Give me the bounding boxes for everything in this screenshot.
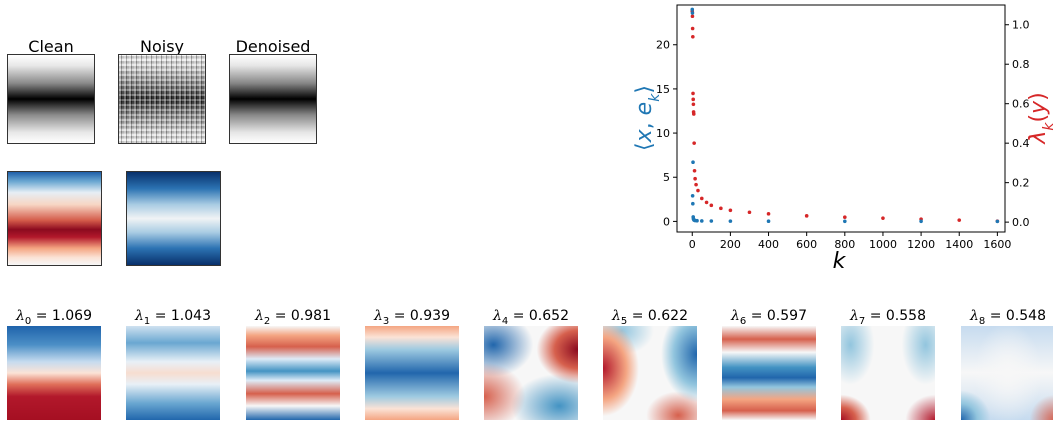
- y-right-tick-label: 0.6: [1012, 98, 1030, 111]
- x-tick-label: 0: [689, 238, 696, 251]
- eigenvalue-point: [694, 182, 698, 187]
- y-left-tick-label: 5: [663, 171, 670, 184]
- eigenvector-image-7: [841, 326, 935, 420]
- eigenvector-image-6: [722, 326, 816, 420]
- eigenvalue-point: [843, 215, 847, 219]
- y-left-axis-label: ⟨x, ek⟩: [632, 85, 663, 151]
- eigenvector-image-8: [961, 326, 1053, 420]
- eigenvalue-point: [691, 112, 696, 116]
- x-tick-label: 1000: [869, 238, 897, 251]
- coefficient-series: [690, 7, 1000, 224]
- y-left-tick-label: 10: [656, 127, 670, 140]
- eigenvalue-point: [719, 206, 723, 211]
- coefficient-point: [690, 193, 695, 198]
- y-left-tick-label: 15: [656, 83, 670, 96]
- y-left-tick-label: 20: [656, 39, 670, 52]
- x-tick-label: 1400: [945, 238, 973, 251]
- coefficient-point: [690, 7, 695, 12]
- eigenvalue-point: [693, 176, 697, 181]
- eigenvector-image-1: [126, 326, 220, 420]
- eigenvalue-point: [699, 196, 704, 201]
- clean-image-title: Clean: [28, 37, 74, 56]
- coefficient-point: [766, 219, 771, 224]
- eigenvalue-point: [692, 169, 697, 173]
- eigenvalue-label-2: λ2 = 0.981: [255, 308, 331, 327]
- y-right-ticks: 0.0 0.2 0.4 0.6 0.8 1.0: [1005, 19, 1030, 229]
- x-tick-label: 600: [796, 238, 817, 251]
- y-right-tick-label: 0.8: [1012, 58, 1030, 71]
- chart-axes: [676, 4, 1006, 233]
- eigenvalue-point: [728, 208, 733, 213]
- eigenvalue-point: [804, 214, 809, 218]
- coefficient-point: [699, 219, 704, 223]
- eigenvalue-series: [690, 9, 1000, 223]
- eigenvalue-point: [957, 218, 962, 222]
- y-right-tick-label: 1.0: [1012, 19, 1030, 32]
- eigenvalue-label-1: λ1 = 1.043: [135, 308, 211, 327]
- y-right-axis-label: λk(y): [1026, 92, 1053, 144]
- denoised-colormap-image: [126, 171, 221, 266]
- coefficient-point: [709, 219, 714, 223]
- eigenvalue-point: [704, 200, 709, 205]
- plot-frame: [676, 4, 1006, 233]
- eigenvalue-label-6: λ6 = 0.597: [731, 308, 807, 327]
- eigenvalue-point: [881, 216, 885, 220]
- eigenvalue-point: [692, 141, 696, 145]
- eigenvalue-point: [691, 102, 696, 107]
- eigenvector-image-2: [246, 326, 340, 420]
- eigenvector-image-0: [7, 326, 101, 420]
- x-tick-label: 1600: [983, 238, 1011, 251]
- y-right-tick-label: 0.2: [1012, 177, 1030, 190]
- eigenvector-image-4: [484, 326, 578, 420]
- y-left-tick-label: 0: [663, 215, 670, 228]
- y-right-tick-label: 0.0: [1012, 216, 1030, 229]
- eigenvalue-point: [690, 26, 695, 31]
- eigenvalue-point: [766, 212, 771, 216]
- chart: 0 200 400 600 800 1000 1200 1400 1600 0 5 10 15 20 0…: [632, 4, 1053, 274]
- eigenvector-image-5: [603, 326, 697, 420]
- coefficient-point: [691, 160, 695, 165]
- eigenvalue-label-7: λ7 = 0.558: [850, 308, 926, 327]
- eigenvector-image-3: [365, 326, 459, 420]
- eigenvalue-label-0: λ0 = 1.069: [16, 308, 92, 327]
- clean-colormap-image: [7, 171, 102, 266]
- eigenvalue-point: [691, 91, 695, 96]
- coefficient-point: [695, 218, 699, 223]
- eigenvalue-point: [696, 188, 700, 193]
- denoised-image: [229, 54, 317, 144]
- x-tick-label: 400: [758, 238, 779, 251]
- x-ticks: 0 200 400 600 800 1000 1200 1400 1600: [689, 232, 1011, 251]
- x-tick-label: 800: [834, 238, 855, 251]
- x-tick-label: 200: [720, 238, 741, 251]
- eigenvalue-label-8: λ8 = 0.548: [970, 308, 1046, 327]
- denoised-image-title: Denoised: [235, 37, 311, 56]
- eigenvalue-point: [747, 210, 752, 215]
- y-left-ticks: 0 5 10 15 20: [656, 39, 677, 228]
- coefficient-point: [728, 219, 733, 223]
- eigenvalue-point: [690, 14, 695, 19]
- coefficient-point: [690, 11, 695, 15]
- eigenvalue-point: [709, 203, 714, 208]
- coefficient-point: [843, 219, 847, 224]
- eigenvalue-label-3: λ3 = 0.939: [374, 308, 450, 327]
- x-tick-label: 1200: [907, 238, 935, 251]
- y-right-tick-label: 0.4: [1012, 137, 1030, 150]
- noisy-image: [118, 54, 206, 144]
- eigenvalue-point: [691, 97, 696, 102]
- coefficient-point: [995, 219, 1000, 224]
- x-axis-label: k: [833, 249, 847, 274]
- eigenvalue-label-4: λ4 = 0.652: [493, 308, 569, 327]
- eigenvalue-label-5: λ5 = 0.622: [612, 308, 688, 327]
- clean-image: [7, 54, 95, 144]
- coefficient-point: [691, 201, 695, 206]
- noisy-image-title: Noisy: [139, 37, 184, 56]
- eigenvalue-point: [691, 34, 695, 39]
- coefficient-point: [919, 219, 923, 224]
